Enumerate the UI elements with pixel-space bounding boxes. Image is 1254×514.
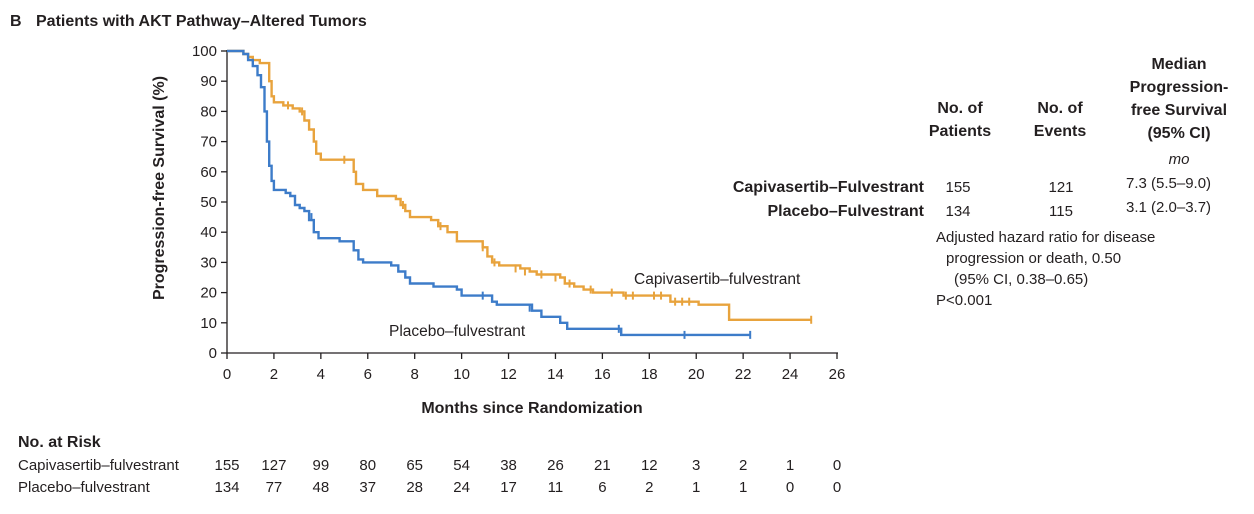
y-tick-label: 80	[200, 103, 217, 120]
at-risk-value: 3	[692, 457, 700, 474]
at-risk-value: 28	[406, 479, 423, 496]
at-risk-value: 1	[692, 479, 700, 496]
at-risk-value: 155	[214, 457, 239, 474]
y-tick-label: 70	[200, 134, 217, 151]
at-risk-value: 0	[833, 457, 841, 474]
at-risk-value: 2	[645, 479, 653, 496]
panel-title: Patients with AKT Pathway–Altered Tumors	[36, 13, 367, 30]
at-risk-value: 65	[406, 457, 423, 474]
x-tick-label: 24	[782, 366, 799, 383]
y-tick-label: 20	[200, 285, 217, 302]
at-risk-value: 99	[313, 457, 330, 474]
at-risk-label-capivasertib: Capivasertib–fulvestrant	[18, 457, 180, 474]
y-tick-label: 100	[192, 43, 217, 60]
curve-placebo	[227, 49, 751, 337]
x-tick-label: 10	[453, 366, 470, 383]
at-risk-value: 12	[641, 457, 658, 474]
at-risk-value: 54	[453, 457, 470, 474]
row-label: Capivasertib–Fulvestrant	[733, 179, 925, 196]
y-tick-label: 10	[200, 315, 217, 332]
median-unit: mo	[1169, 151, 1190, 168]
y-tick-label: 40	[200, 224, 217, 241]
header-median-line2: Progression-	[1130, 79, 1229, 96]
header-median-line1: Median	[1151, 56, 1206, 73]
x-tick-label: 14	[547, 366, 564, 383]
at-risk-value: 26	[547, 457, 564, 474]
at-risk-value: 134	[214, 479, 239, 496]
at-risk-value: 21	[594, 457, 611, 474]
header-events-line2: Events	[1034, 123, 1087, 140]
at-risk-value: 77	[266, 479, 283, 496]
x-tick-label: 4	[317, 366, 325, 383]
y-tick-label: 90	[200, 73, 217, 90]
at-risk-value: 2	[739, 457, 747, 474]
y-axis-title: Progression-free Survival (%)	[151, 76, 168, 300]
survival-curves	[227, 49, 813, 339]
x-tick-label: 16	[594, 366, 611, 383]
x-tick-label: 2	[270, 366, 278, 383]
header-median-line3: free Survival	[1131, 102, 1227, 119]
note-line-3: (95% CI, 0.38–0.65)	[954, 271, 1088, 288]
at-risk-title: No. at Risk	[18, 434, 101, 451]
at-risk-value: 0	[786, 479, 794, 496]
curve-capivasertib	[227, 49, 812, 321]
at-risk-value: 11	[548, 479, 564, 496]
p-value: P<0.001	[936, 292, 992, 309]
x-tick-label: 8	[411, 366, 419, 383]
at-risk-value: 38	[500, 457, 517, 474]
summary-table-row-placebo: Placebo–Fulvestrant 134 115 3.1 (2.0–3.7…	[768, 199, 1212, 220]
note-line-1: Adjusted hazard ratio for disease	[936, 229, 1155, 246]
hazard-ratio-note: Adjusted hazard ratio for disease progre…	[936, 229, 1155, 309]
x-tick-label: 22	[735, 366, 752, 383]
at-risk-value: 48	[313, 479, 330, 496]
row-label: Placebo–Fulvestrant	[768, 203, 925, 220]
x-ticks: 0 2 4 6 8 10 12 14 16 18 20 22 24 26	[223, 353, 846, 383]
header-median-line4: (95% CI)	[1147, 125, 1210, 142]
y-tick-label: 30	[200, 254, 217, 271]
header-events-line1: No. of	[1037, 100, 1083, 117]
header-patients-line2: Patients	[929, 123, 991, 140]
x-tick-label: 6	[364, 366, 372, 383]
y-tick-label: 60	[200, 164, 217, 181]
row-events: 121	[1048, 179, 1073, 196]
row-patients: 134	[945, 203, 970, 220]
header-patients-line1: No. of	[937, 100, 983, 117]
summary-table-row-capivasertib: Capivasertib–Fulvestrant 155 121 7.3 (5.…	[733, 175, 1211, 196]
row-events: 115	[1049, 203, 1073, 220]
at-risk-value: 127	[261, 457, 286, 474]
summary-table-headers: No. of Patients No. of Events Median Pro…	[929, 56, 1228, 168]
row-median: 7.3 (5.5–9.0)	[1126, 175, 1211, 192]
at-risk-value: 0	[833, 479, 841, 496]
x-tick-label: 0	[223, 366, 231, 383]
at-risk-value: 17	[500, 479, 517, 496]
at-risk-value: 37	[359, 479, 376, 496]
note-line-2: progression or death, 0.50	[946, 250, 1121, 267]
at-risk-value: 1	[786, 457, 794, 474]
row-median: 3.1 (2.0–3.7)	[1126, 199, 1211, 216]
at-risk-label-placebo: Placebo–fulvestrant	[18, 479, 151, 496]
panel-letter: B	[10, 13, 22, 30]
at-risk-value: 6	[598, 479, 606, 496]
at-risk-value: 1	[739, 479, 747, 496]
series-label-capivasertib: Capivasertib–fulvestrant	[634, 271, 801, 288]
x-tick-label: 12	[500, 366, 517, 383]
y-ticks: 0 10 20 30 40 50 60 70 80 90 100	[192, 43, 227, 362]
at-risk-value: 80	[359, 457, 376, 474]
x-tick-label: 26	[829, 366, 846, 383]
at-risk-value: 24	[453, 479, 470, 496]
row-patients: 155	[945, 179, 970, 196]
y-tick-label: 0	[209, 345, 217, 362]
y-tick-label: 50	[200, 194, 217, 211]
x-tick-label: 18	[641, 366, 658, 383]
x-axis-title: Months since Randomization	[421, 400, 642, 417]
series-label-placebo: Placebo–fulvestrant	[389, 323, 526, 340]
x-tick-label: 20	[688, 366, 705, 383]
